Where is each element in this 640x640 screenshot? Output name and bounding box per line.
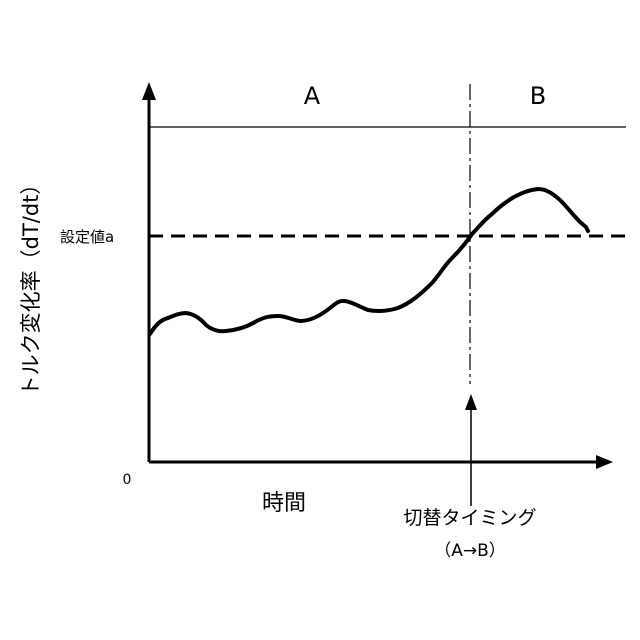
switch-timing-arrowhead	[465, 394, 477, 410]
region-a-label: A	[304, 82, 321, 110]
origin-label: 0	[123, 472, 132, 488]
region-b-label: B	[530, 82, 546, 110]
x-axis-label: 時間	[262, 491, 306, 516]
threshold-label: 設定値a	[60, 228, 114, 246]
switch-timing-label: 切替タイミング	[403, 507, 536, 529]
x-axis-arrowhead	[596, 455, 613, 469]
torque-rate-curve	[150, 189, 588, 334]
y-axis-arrowhead	[142, 82, 156, 100]
switch-timing-sublabel: （A→B）	[434, 541, 506, 561]
y-axis-label: トルク変化率（dT/dt）	[19, 174, 43, 397]
